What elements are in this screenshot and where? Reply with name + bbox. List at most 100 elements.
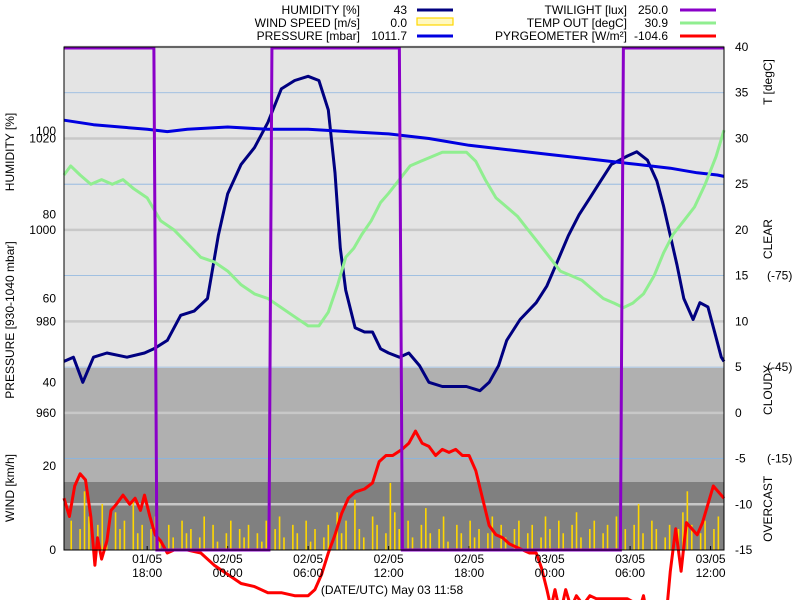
left-tick-label: 980 <box>36 314 56 328</box>
x-tick-time: 12:00 <box>374 566 404 580</box>
wind-bar <box>447 541 449 550</box>
wind-bar <box>420 524 423 550</box>
wind-bar <box>438 529 440 550</box>
wind-bar <box>296 533 299 550</box>
right-annotation: (-45) <box>767 360 792 374</box>
wind-bar <box>682 512 684 550</box>
left-tick-label: 20 <box>43 459 57 473</box>
wind-bar <box>699 533 702 550</box>
right-annotation: (-15) <box>767 452 792 466</box>
wind-bar <box>655 529 658 550</box>
wind-bar <box>243 537 245 550</box>
wind-bar <box>265 520 268 550</box>
wind-bar <box>633 524 635 550</box>
wind-bar <box>141 524 143 550</box>
left-axis-title: WIND [km/h] <box>3 454 17 522</box>
wind-bar <box>487 533 489 550</box>
wind-bar <box>580 537 582 550</box>
legend-label: TEMP OUT [degC] <box>527 16 627 30</box>
left-tick-label: 0 <box>49 543 56 557</box>
wind-bar <box>513 529 516 550</box>
wind-bar <box>203 516 206 550</box>
x-tick-time: 18:00 <box>132 566 162 580</box>
wind-bar <box>615 516 618 550</box>
legend-value: 250.0 <box>638 3 668 17</box>
wind-bar <box>314 529 316 550</box>
wind-bar <box>389 482 392 550</box>
legend-label: PYRGEOMETER [W/m²] <box>495 29 627 43</box>
wind-bar <box>602 533 604 550</box>
cloudy-band <box>64 368 724 482</box>
legend-label: TWILIGHT [lux] <box>545 3 627 17</box>
wind-bar <box>123 520 126 550</box>
legend-label: PRESSURE [mbar] <box>257 29 360 43</box>
right-tick-label: 40 <box>735 40 749 54</box>
x-tick-date: 02/05 <box>213 552 243 566</box>
wind-bar <box>345 520 347 550</box>
left-tick-label: 960 <box>36 406 56 420</box>
wind-bar <box>429 533 432 550</box>
wind-bar <box>442 516 445 550</box>
right-tick-label: 10 <box>735 314 749 328</box>
left-tick-label: 1020 <box>29 131 56 145</box>
wind-bar <box>225 533 228 550</box>
wind-bar <box>637 503 640 550</box>
right-tick-label: 35 <box>735 86 749 100</box>
wind-bar <box>83 491 86 550</box>
plot-background <box>64 47 724 550</box>
wind-bar <box>664 537 666 550</box>
wind-bar <box>562 533 565 550</box>
wind-bar <box>690 524 693 550</box>
wind-bar <box>460 533 463 550</box>
wind-bar <box>132 499 135 550</box>
wind-bar <box>544 516 547 550</box>
wind-bar <box>172 537 174 550</box>
footer-label: (DATE/UTC) May 03 11:58 <box>321 583 464 597</box>
pyrgeometer-line <box>62 429 726 600</box>
right-axis-title: T [degC] <box>761 59 775 105</box>
wind-bar <box>593 520 596 550</box>
grid <box>64 45 724 551</box>
legend-value: 0.0 <box>390 16 407 30</box>
wind-bar <box>150 529 152 550</box>
wind-bar <box>181 520 183 550</box>
wind-bar <box>394 512 396 550</box>
x-tick-time: 06:00 <box>293 566 323 580</box>
x-tick-date: 02/05 <box>374 552 404 566</box>
wind-bar <box>238 529 241 550</box>
wind-bar <box>309 541 312 550</box>
plot-frame <box>63 46 725 551</box>
wind-bar <box>340 533 343 550</box>
upper-band <box>64 47 724 368</box>
wind-bar <box>624 529 627 550</box>
wind-bar <box>79 529 81 550</box>
wind-bar <box>70 520 73 550</box>
sky-label: CLOUDY <box>761 365 775 415</box>
wind-bar <box>668 524 671 550</box>
left-axis-title: HUMIDITY [%] <box>3 113 17 191</box>
legend-value: 1011.7 <box>371 29 407 43</box>
right-tick-label: 20 <box>735 223 749 237</box>
sky-label: CLEAR <box>761 219 775 259</box>
wind-bar <box>167 524 170 550</box>
right-tick-label: -5 <box>735 452 746 466</box>
wind-bar <box>518 520 520 550</box>
wind-bar <box>159 541 161 550</box>
wind-bar <box>651 520 653 550</box>
wind-bar <box>114 512 117 550</box>
wind-bar <box>256 533 259 550</box>
wind-bar <box>354 499 356 550</box>
wind-bar <box>101 503 104 550</box>
wind-bar <box>407 520 409 550</box>
legend-swatch <box>416 17 454 26</box>
wind-bar <box>531 524 534 550</box>
wind-bar <box>575 512 578 550</box>
wind-bar <box>212 524 214 550</box>
wind-bar <box>411 537 414 550</box>
wind-bar <box>642 533 644 550</box>
x-tick-date: 02/05 <box>293 552 323 566</box>
legend: HUMIDITY [%] 43 WIND SPEED [m/s] 0.0 PRESSUR… <box>255 3 716 43</box>
wind-bar <box>230 520 232 550</box>
legend-label: HUMIDITY [%] <box>282 3 360 17</box>
